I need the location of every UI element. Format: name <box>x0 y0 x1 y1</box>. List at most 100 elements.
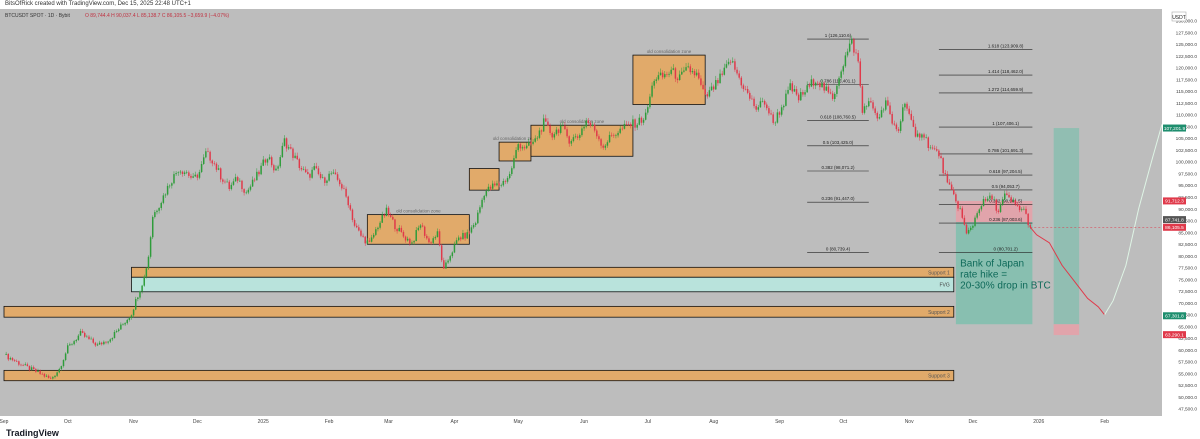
candle-body <box>194 174 196 177</box>
candle-body <box>158 208 160 211</box>
candle-body <box>708 90 711 97</box>
candle-body <box>266 159 269 163</box>
candle-body <box>368 240 371 242</box>
candle-body <box>965 224 968 234</box>
candle-body <box>394 219 396 230</box>
y-tick-label: 85,000.0 <box>1178 230 1197 236</box>
chart-area[interactable]: BTCUSDT SPOT · 1D · Bybit O 89,744.4 H 9… <box>0 9 1200 428</box>
candle-body <box>115 331 118 332</box>
y-tick-label: 95,000.0 <box>1178 183 1197 189</box>
candle-body <box>24 364 26 366</box>
candle-body <box>362 235 364 237</box>
btc-chart[interactable]: BTCUSDT SPOT · 1D · Bybit O 89,744.4 H 9… <box>0 9 1200 428</box>
currency-badge[interactable] <box>1171 11 1187 22</box>
candle-body <box>627 124 630 125</box>
fib1-label-4: 0.382 (98,071.2) <box>821 165 855 170</box>
candle-body <box>385 207 388 217</box>
candle-body <box>415 230 417 242</box>
candle-body <box>882 109 885 111</box>
candle-body <box>247 189 250 193</box>
candle-body <box>600 139 602 146</box>
candle-body <box>481 199 483 208</box>
candle-body <box>942 158 944 174</box>
candle-body <box>712 86 715 90</box>
candle-body <box>596 130 598 137</box>
y-tick-label: 52,500.0 <box>1178 383 1197 389</box>
candle-body <box>689 66 692 73</box>
candle-body <box>980 206 983 210</box>
candle-body <box>251 179 254 187</box>
candle-body <box>300 168 303 170</box>
candle-body <box>483 195 485 200</box>
candle-body <box>479 207 481 213</box>
fib2-label-3: 1 (107,406.1) <box>992 121 1019 126</box>
candle-body <box>438 231 441 246</box>
candle-body <box>183 172 186 174</box>
candle-body <box>377 227 379 230</box>
y-tick-label: 70,000.0 <box>1178 301 1197 307</box>
candle-body <box>224 181 226 183</box>
candle-body <box>740 77 743 86</box>
candle-body <box>47 375 50 378</box>
fib2-label-6: 0.5 (94,053.7) <box>992 184 1021 189</box>
y-tick-label: 90,000.0 <box>1178 207 1197 213</box>
candle-body <box>355 225 358 228</box>
candle-body <box>806 85 808 93</box>
candle-body <box>948 182 951 185</box>
candle-body <box>88 336 90 340</box>
candle-body <box>774 122 777 124</box>
candle-body <box>52 377 54 379</box>
candle-body <box>528 142 530 146</box>
candle-body <box>256 171 258 181</box>
fib1-label-1: 0.786 (116,401.1) <box>820 79 856 84</box>
candle-body <box>608 134 611 143</box>
candle-body <box>819 82 821 88</box>
candle-body <box>18 361 20 365</box>
candle-body <box>653 80 655 86</box>
candle-body <box>126 319 128 324</box>
candle-body <box>610 134 613 136</box>
candle-body <box>687 66 689 68</box>
fib2-label-7: 0.382 (90,901.5) <box>989 199 1023 204</box>
zone-5 <box>131 266 955 278</box>
candle-body <box>757 107 760 110</box>
candle-body <box>1008 194 1010 198</box>
candle-body <box>693 71 696 76</box>
candle-body <box>162 195 165 203</box>
candle-body <box>166 185 169 195</box>
candle-body <box>472 225 475 228</box>
candle-body <box>347 196 349 206</box>
candle-body <box>117 329 120 332</box>
x-axis-bg <box>0 416 1200 428</box>
candle-body <box>812 79 815 86</box>
candle-body <box>343 188 345 190</box>
candle-body <box>827 86 830 93</box>
candle-body <box>904 103 906 108</box>
candle-body <box>914 126 917 137</box>
candle-body <box>889 105 891 115</box>
candle-body <box>534 138 536 142</box>
x-tick-label: 2025 <box>258 419 269 425</box>
candle-body <box>196 174 199 178</box>
candle-body <box>583 126 585 129</box>
candle-body <box>602 145 604 148</box>
zone-label-7: Support 3 <box>928 374 950 380</box>
candle-body <box>330 173 332 175</box>
candle-body <box>776 112 779 123</box>
candle-body <box>292 148 294 158</box>
candle-body <box>821 82 823 88</box>
candle-body <box>417 227 420 231</box>
candle-body <box>96 344 99 346</box>
candle-body <box>351 209 354 221</box>
candle-body <box>383 214 386 217</box>
candle-body <box>870 101 872 103</box>
candle-body <box>90 338 92 340</box>
candle-body <box>734 61 736 70</box>
candle-body <box>953 189 955 195</box>
x-tick-label: Oct <box>64 419 72 425</box>
candle-body <box>802 92 804 95</box>
candle-body <box>92 338 94 343</box>
candle-body <box>143 276 145 286</box>
candle-body <box>621 128 624 130</box>
candle-body <box>105 341 107 343</box>
